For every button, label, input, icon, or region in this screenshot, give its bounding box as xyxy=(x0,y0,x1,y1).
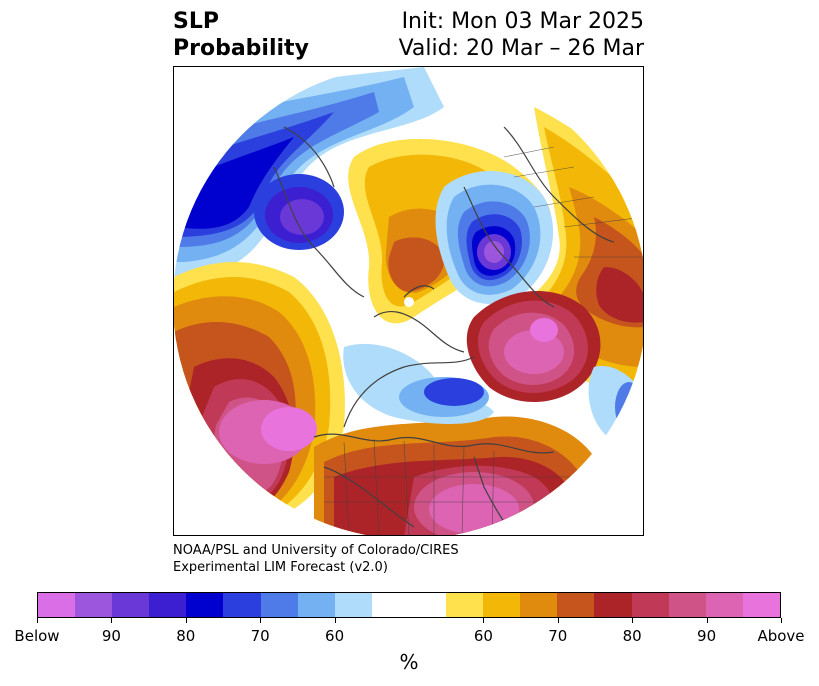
colorbar-tick-mark xyxy=(558,618,559,623)
colorbar-segment xyxy=(557,593,595,617)
colorbar-segment xyxy=(186,593,224,617)
forecast-dates: Init: Mon 03 Mar 2025 Valid: 20 Mar – 26… xyxy=(399,8,644,62)
colorbar-unit: % xyxy=(399,650,419,674)
init-date: Init: Mon 03 Mar 2025 xyxy=(401,9,644,34)
colorbar-segment xyxy=(742,593,780,617)
colorbar-segment xyxy=(38,593,76,617)
colorbar-tick-label: 90 xyxy=(697,627,717,645)
colorbar-segment xyxy=(297,593,335,617)
colorbar-tick-label: 60 xyxy=(473,627,493,645)
colorbar-segment xyxy=(75,593,113,617)
colorbar-tick-label: Above xyxy=(757,627,805,645)
polar-map xyxy=(173,66,644,536)
valid-range: Valid: 20 Mar – 26 Mar xyxy=(398,36,644,61)
probability-colorbar xyxy=(37,592,781,618)
colorbar-tick-label: 90 xyxy=(101,627,121,645)
data-credit: NOAA/PSL and University of Colorado/CIRE… xyxy=(173,542,459,576)
colorbar-tick-mark xyxy=(632,618,633,623)
colorbar-tick-label: Below xyxy=(14,627,60,645)
colorbar-segment xyxy=(483,593,521,617)
colorbar-tick-mark xyxy=(483,618,484,623)
colorbar-segment xyxy=(668,593,706,617)
colorbar-segment xyxy=(334,593,372,617)
colorbar-segment xyxy=(594,593,632,617)
colorbar-tick-mark xyxy=(335,618,336,623)
credit-source: NOAA/PSL and University of Colorado/CIRE… xyxy=(173,543,459,558)
colorbar-segment xyxy=(446,593,484,617)
colorbar-tick-label: 80 xyxy=(622,627,642,645)
colorbar-tick-label: 60 xyxy=(325,627,345,645)
title-variable: SLP xyxy=(173,9,219,34)
colorbar-segment xyxy=(223,593,261,617)
colorbar-tick-mark xyxy=(37,618,38,623)
colorbar-tick-mark xyxy=(781,618,782,623)
colorbar-segment xyxy=(705,593,743,617)
title-quantity: Probability xyxy=(173,36,309,61)
colorbar-tick-mark xyxy=(707,618,708,623)
colorbar-segment xyxy=(371,593,409,617)
colorbar-segment xyxy=(520,593,558,617)
colorbar-tick-mark xyxy=(111,618,112,623)
colorbar-tick-mark xyxy=(260,618,261,623)
colorbar-segment xyxy=(112,593,150,617)
colorbar-segment xyxy=(408,593,447,617)
colorbar-tick-mark xyxy=(186,618,187,623)
credit-model: Experimental LIM Forecast (v2.0) xyxy=(173,560,388,575)
colorbar-tick-label: 80 xyxy=(176,627,196,645)
colorbar-segment xyxy=(149,593,187,617)
colorbar-tick-label: 70 xyxy=(250,627,270,645)
slp-probability-map xyxy=(174,67,643,535)
map-title: SLP Probability xyxy=(173,8,309,62)
colorbar-segment xyxy=(631,593,669,617)
colorbar-tick-label: 70 xyxy=(548,627,568,645)
colorbar-segment xyxy=(260,593,298,617)
